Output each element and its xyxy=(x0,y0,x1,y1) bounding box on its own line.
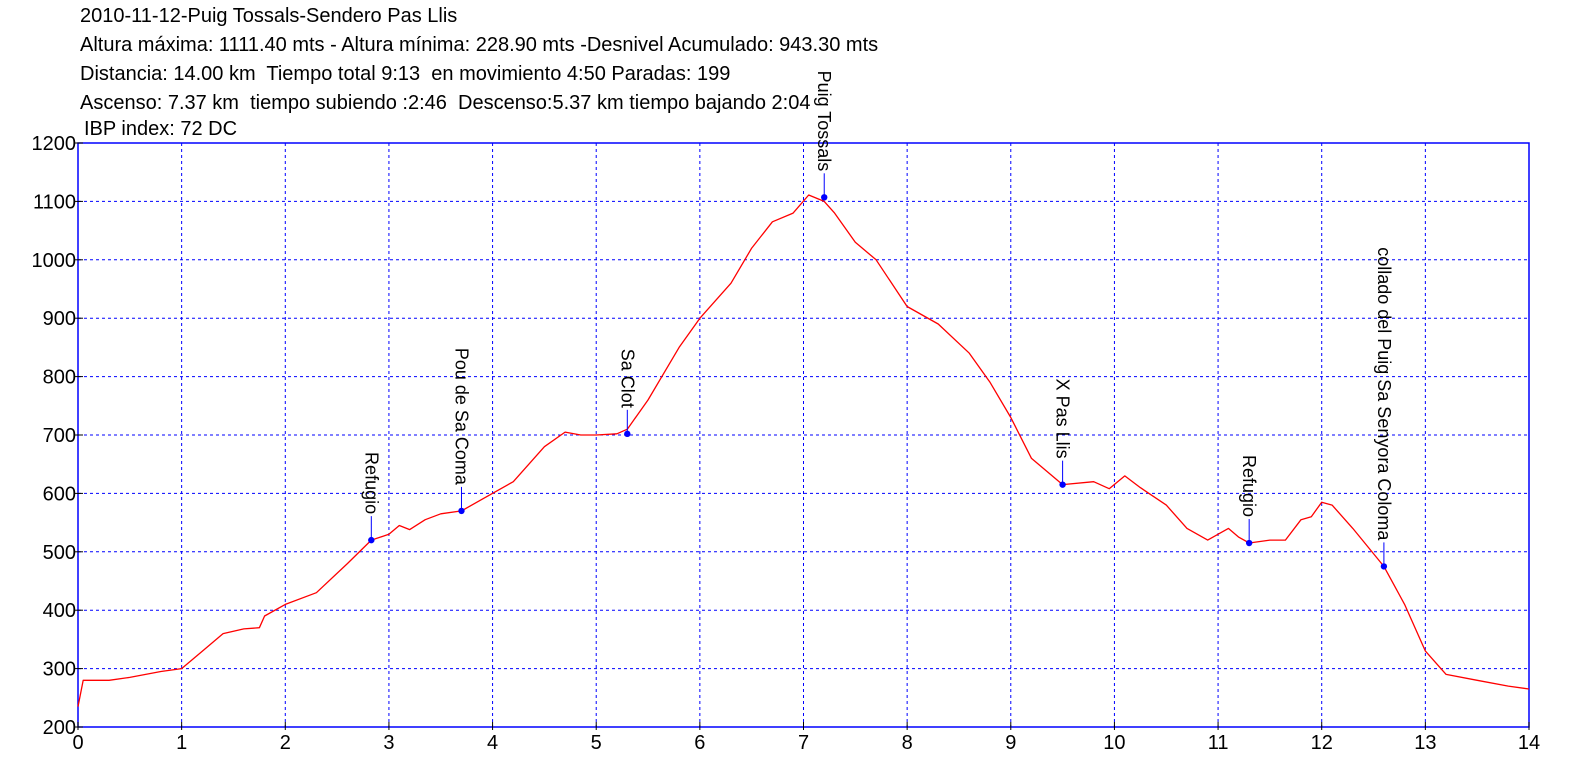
y-tick-label: 800 xyxy=(43,367,76,389)
distance-time-summary: Distancia: 14.00 km Tiempo total 9:13 en… xyxy=(80,63,731,85)
waypoint-label: collado del Puig Sa Senyora Coloma xyxy=(1374,247,1394,541)
waypoint-label: Refugio xyxy=(361,452,381,514)
x-tick-label: 10 xyxy=(1103,732,1125,754)
x-tick-label: 12 xyxy=(1311,732,1333,754)
y-tick-label: 1000 xyxy=(32,250,77,272)
x-tick-label: 9 xyxy=(1005,732,1016,754)
y-tick-label: 1100 xyxy=(33,191,76,213)
ascent-descent-summary: Ascenso: 7.37 km tiempo subiendo :2:46 D… xyxy=(80,92,811,114)
waypoint-marker xyxy=(458,507,465,515)
x-tick-label: 4 xyxy=(487,732,498,754)
waypoint-marker xyxy=(1059,481,1066,488)
y-tick-label: 200 xyxy=(43,717,76,739)
y-tick-label: 400 xyxy=(43,600,76,622)
waypoint-marker xyxy=(1245,539,1253,547)
y-tick-label: 600 xyxy=(43,483,76,505)
ibp-index-label: IBP index: 72 DC xyxy=(84,118,237,140)
x-tick-label: 5 xyxy=(591,732,602,754)
x-tick-label: 13 xyxy=(1414,732,1436,754)
x-tick-label: 8 xyxy=(902,732,913,754)
x-tick-label: 6 xyxy=(694,732,705,754)
y-tick-label: 300 xyxy=(43,659,76,681)
waypoint-label: Refugio xyxy=(1239,455,1259,517)
altitude-summary: Altura máxima: 1111.40 mts - Altura míni… xyxy=(80,34,879,56)
x-tick-label: 2 xyxy=(280,732,291,754)
waypoint-marker xyxy=(624,430,631,438)
waypoint-label: Sa Clot xyxy=(617,349,637,408)
x-tick-label: 11 xyxy=(1208,732,1229,754)
x-tick-label: 14 xyxy=(1518,732,1540,754)
y-tick-label: 900 xyxy=(43,308,76,330)
x-tick-label: 0 xyxy=(72,732,83,754)
elevation-profile-line xyxy=(77,194,1530,707)
x-tick-label: 1 xyxy=(176,732,187,754)
waypoint-marker xyxy=(368,536,375,544)
track-title: 2010-11-12-Puig Tossals-Sendero Pas Llis xyxy=(80,5,458,27)
x-tick-label: 3 xyxy=(383,732,394,754)
chart-header: 2010-11-12-Puig Tossals-Sendero Pas Llis… xyxy=(80,2,878,118)
waypoint-marker xyxy=(1380,563,1388,570)
waypoint-label: Pou de Sa Coma xyxy=(451,348,471,486)
y-tick-label: 700 xyxy=(43,425,76,447)
x-tick-label: 7 xyxy=(798,732,809,754)
waypoint-label: X Pas Llis xyxy=(1053,379,1073,459)
y-tick-label: 500 xyxy=(43,542,76,564)
y-tick-label: 1200 xyxy=(32,133,77,155)
waypoint-marker xyxy=(821,194,828,201)
waypoint-label: Puig Tossals xyxy=(814,71,834,172)
